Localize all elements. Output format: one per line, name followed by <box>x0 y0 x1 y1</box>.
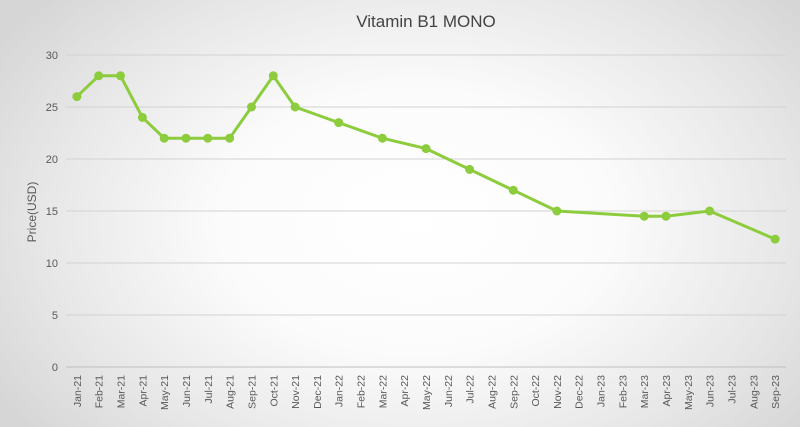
data-point <box>72 92 82 102</box>
x-tick-label: Feb-21 <box>94 375 106 408</box>
data-point <box>181 133 191 143</box>
y-tick-label: 15 <box>46 206 58 218</box>
data-point <box>116 71 125 81</box>
x-tick-label: Jul-23 <box>726 375 738 404</box>
x-tick-label: Jun-22 <box>443 375 455 407</box>
x-tick-label: Sep-21 <box>246 375 258 409</box>
data-point <box>225 133 235 143</box>
series-line <box>75 74 777 241</box>
x-tick-label: Nov-21 <box>290 375 302 409</box>
x-tick-label: Jun-23 <box>705 375 717 407</box>
data-point <box>552 206 562 216</box>
x-tick-label: Aug-21 <box>225 375 237 409</box>
x-tick-label: Sep-23 <box>770 375 782 409</box>
y-tick-label: 25 <box>46 102 58 114</box>
data-point <box>421 144 431 154</box>
data-point <box>705 206 715 216</box>
data-point <box>377 133 387 143</box>
x-tick-label: Oct-21 <box>268 375 280 407</box>
data-point <box>770 234 780 244</box>
x-tick-label: Jul-22 <box>465 375 477 404</box>
x-tick-label: Mar-23 <box>639 375 651 408</box>
y-tick-label: 10 <box>46 258 58 270</box>
y-axis-label: Price(USD) <box>25 182 39 243</box>
data-point <box>203 133 213 143</box>
x-tick-label: May-21 <box>159 375 171 410</box>
data-point <box>137 112 147 122</box>
gridlines <box>66 54 786 368</box>
x-tick-label: Sep-22 <box>508 375 520 409</box>
x-tick-label: Jun-21 <box>181 375 193 407</box>
data-point <box>508 185 518 195</box>
data-point <box>465 164 475 174</box>
y-tick-label: 20 <box>46 154 58 166</box>
x-tick-label: Mar-22 <box>377 375 389 408</box>
x-tick-label: Dec-22 <box>574 375 586 409</box>
x-axis-ticks: Jan-21 Feb-21 Mar-21 Apr-21 May-21 Jun-21 Jul-… <box>72 375 782 410</box>
x-tick-label: Apr-22 <box>399 375 411 407</box>
x-tick-label: Feb-22 <box>356 375 368 408</box>
series <box>72 71 780 244</box>
data-point <box>639 211 649 221</box>
x-tick-label: Dec-21 <box>312 375 324 409</box>
x-tick-label: Mar-21 <box>116 375 128 408</box>
y-tick-label: 30 <box>46 50 58 62</box>
data-point <box>94 71 104 81</box>
y-tick-label: 5 <box>52 310 58 322</box>
x-tick-label: Apr-23 <box>661 375 673 407</box>
data-point <box>247 102 256 112</box>
data-point <box>159 133 169 143</box>
x-tick-label: Jan-23 <box>596 375 608 407</box>
x-tick-label: May-22 <box>421 375 433 410</box>
data-point <box>268 71 278 81</box>
x-tick-label: Apr-21 <box>137 375 149 407</box>
x-tick-label: Feb-23 <box>617 375 629 408</box>
x-tick-label: Aug-23 <box>748 375 760 409</box>
x-tick-label: Jan-21 <box>72 375 84 407</box>
chart-title: Vitamin B1 MONO <box>356 12 496 31</box>
y-tick-label: 0 <box>52 362 58 374</box>
x-tick-label: Nov-22 <box>552 375 564 409</box>
data-point <box>290 102 300 112</box>
x-tick-label: May-23 <box>683 375 695 410</box>
x-tick-label: Jul-21 <box>203 375 215 404</box>
data-point <box>661 211 671 221</box>
data-point <box>334 118 344 128</box>
y-axis-ticks: 0 5 10 15 20 25 30 <box>46 50 58 374</box>
x-tick-label: Oct-22 <box>530 375 542 407</box>
x-tick-label: Jan-22 <box>334 375 346 407</box>
x-tick-label: Aug-22 <box>486 375 498 409</box>
